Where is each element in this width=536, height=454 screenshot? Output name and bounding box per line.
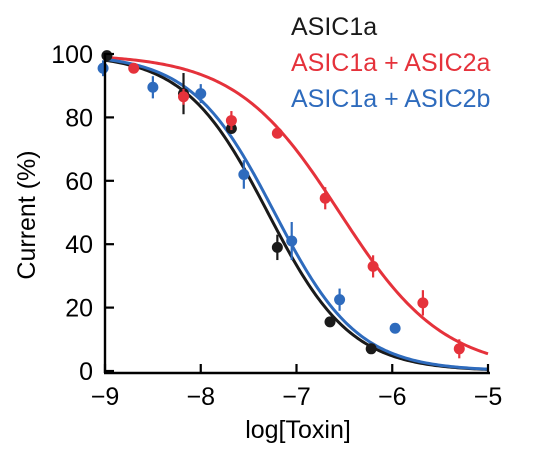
point-marker: [97, 62, 109, 74]
x-tick-label: −8: [186, 383, 215, 411]
data-point: [417, 290, 429, 316]
x-tick-label: −7: [282, 383, 311, 411]
y-ticks: 0 20 40 60 80 100: [51, 41, 114, 386]
data-point: [286, 222, 298, 261]
legend: ASIC1a ASIC1a + ASIC2a ASIC1a + ASIC2b: [291, 13, 491, 113]
x-tick-label: −6: [378, 383, 407, 411]
fit-curves: [104, 55, 489, 371]
point-marker: [225, 115, 237, 127]
y-axis-title: Current (%): [13, 150, 41, 279]
data-point: [271, 234, 283, 261]
point-marker: [238, 168, 250, 180]
data-point: [334, 288, 346, 311]
data-point: [178, 88, 190, 105]
y-tick-label: 80: [65, 104, 93, 132]
point-marker: [367, 260, 379, 272]
x-axis-title: log[Toxin]: [245, 416, 351, 444]
point-marker: [319, 192, 331, 204]
y-tick-label: 100: [51, 41, 93, 69]
point-marker: [389, 322, 401, 334]
data-point: [238, 160, 250, 189]
point-marker: [195, 88, 207, 100]
data-point: [319, 187, 331, 210]
point-marker: [417, 297, 429, 309]
data-point: [128, 62, 140, 74]
point-marker: [453, 343, 465, 355]
data-point: [365, 343, 377, 355]
x-ticks: −9 −8 −7 −6 −5: [91, 364, 503, 411]
point-marker: [178, 91, 190, 103]
fit-curve-2: [104, 57, 489, 371]
data-point: [97, 60, 109, 77]
legend-label-asic1a-asic2b: ASIC1a + ASIC2b: [291, 85, 490, 113]
data-point: [225, 111, 237, 131]
x-tick-label: −5: [474, 383, 503, 411]
point-marker: [286, 235, 298, 247]
data-point: [271, 127, 283, 139]
point-marker: [271, 127, 283, 139]
point-marker: [128, 62, 140, 74]
y-tick-label: 40: [65, 231, 93, 259]
point-marker: [334, 294, 346, 306]
y-tick-label: 20: [65, 295, 93, 323]
data-point: [453, 339, 465, 359]
point-marker: [271, 241, 283, 253]
y-tick-label: 60: [65, 168, 93, 196]
data-point: [367, 255, 379, 278]
legend-label-asic1a: ASIC1a: [291, 13, 377, 41]
x-tick-label: −9: [91, 383, 120, 411]
point-marker: [147, 81, 159, 93]
legend-label-asic1a-asic2a: ASIC1a + ASIC2a: [291, 49, 491, 77]
data-point: [324, 316, 336, 328]
data-point: [101, 50, 113, 62]
fit-curve-1: [104, 55, 489, 356]
data-point: [389, 322, 401, 334]
data-point: [195, 84, 207, 104]
point-marker: [365, 343, 377, 355]
y-tick-label: 0: [79, 358, 93, 386]
data-point: [147, 76, 159, 99]
point-marker: [324, 316, 336, 328]
point-marker: [101, 50, 113, 62]
